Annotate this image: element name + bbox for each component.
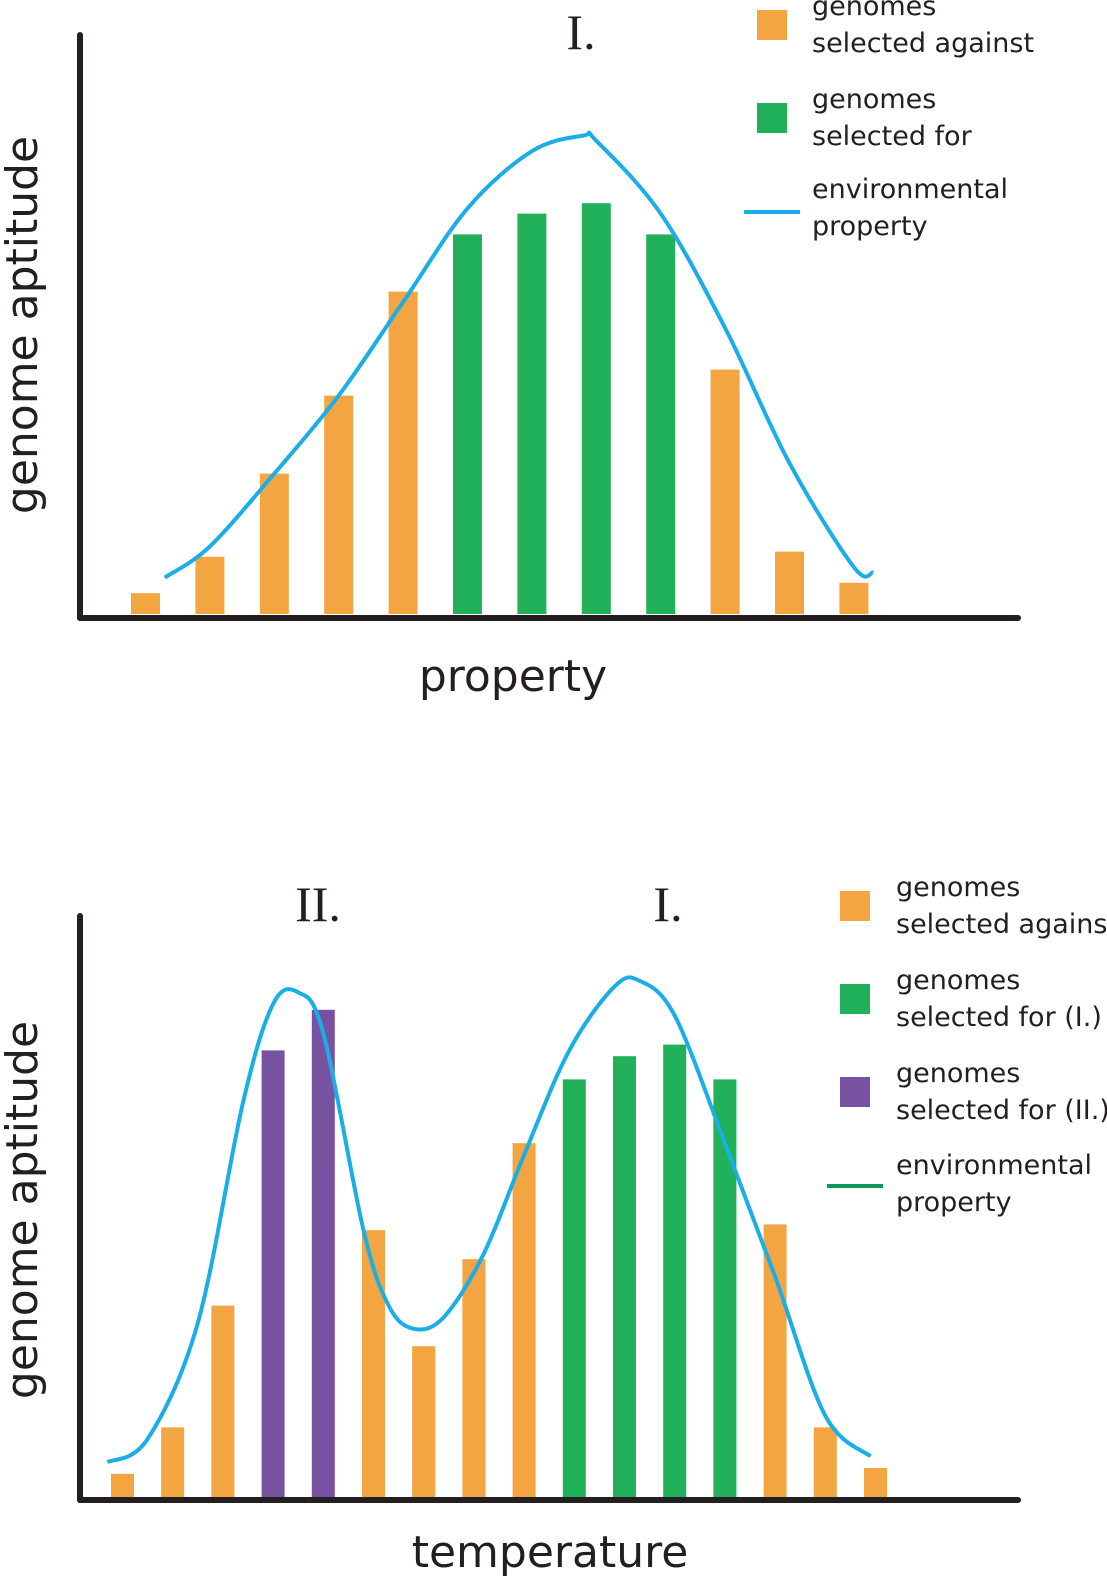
legend-swatch-selected bbox=[757, 103, 787, 133]
bar-selected-against bbox=[462, 1259, 486, 1497]
legend-label: property bbox=[812, 211, 928, 242]
bar-selected-against bbox=[763, 1224, 787, 1497]
bar-selected-against bbox=[710, 369, 740, 614]
chart-property: genome aptitude property I. genomes sele… bbox=[0, 0, 1034, 702]
legend-label: genomes bbox=[896, 965, 1020, 996]
bar-selected-against bbox=[388, 291, 418, 614]
peak-label-I: I. bbox=[566, 4, 595, 60]
bar-selected-against bbox=[864, 1468, 887, 1497]
bar-selected-for-I bbox=[613, 1056, 636, 1497]
legend-label: genomes bbox=[896, 1058, 1020, 1089]
bar-selected-for-I bbox=[663, 1044, 687, 1497]
bar-selected-against bbox=[412, 1346, 436, 1497]
x-axis-label: temperature bbox=[412, 1527, 689, 1578]
bar-selected-against bbox=[839, 582, 869, 614]
legend-label: genomes bbox=[812, 84, 936, 115]
peak-label-II: II. bbox=[295, 876, 341, 932]
bar-selected-against bbox=[211, 1305, 235, 1497]
legend: genomes selected against genomes selecte… bbox=[744, 0, 1034, 242]
legend-label: environmental bbox=[812, 174, 1008, 205]
bar-selected-for-I bbox=[581, 203, 611, 614]
bar-selected-against bbox=[813, 1427, 837, 1497]
peak-label-I: I. bbox=[653, 876, 682, 932]
legend-label: selected against bbox=[896, 909, 1107, 940]
legend-swatch-selected-I bbox=[840, 984, 870, 1014]
bar-selected-against bbox=[195, 556, 225, 614]
bar-selected-against bbox=[259, 473, 289, 614]
legend-swatch-selected-II bbox=[840, 1077, 870, 1107]
bar-selected-for-II bbox=[261, 1050, 285, 1497]
bar-selected-against bbox=[512, 1143, 536, 1497]
bar-selected-against bbox=[111, 1473, 134, 1497]
bar-selected-against bbox=[775, 551, 804, 614]
bar-selected-against bbox=[362, 1230, 385, 1497]
legend-label: selected for bbox=[812, 121, 973, 152]
bar-selected-for-I bbox=[517, 213, 547, 614]
legend: genomes selected against genomes selecte… bbox=[827, 872, 1107, 1218]
bar-selected-for-II bbox=[311, 1009, 335, 1497]
y-axis-label: genome aptitude bbox=[0, 1021, 48, 1399]
legend-swatch-against bbox=[757, 10, 787, 40]
bar-selected-against bbox=[131, 593, 160, 614]
environmental-curve bbox=[163, 130, 874, 580]
legend-label: selected for (I.) bbox=[896, 1002, 1102, 1033]
bar-selected-for-I bbox=[453, 234, 482, 614]
legend-swatch-against bbox=[840, 891, 870, 921]
x-axis-label: property bbox=[419, 651, 607, 702]
bar-selected-against bbox=[161, 1427, 185, 1497]
bar-selected-for-I bbox=[646, 234, 676, 614]
chart-temperature: genome aptitude temperature II. I. genom… bbox=[0, 872, 1107, 1578]
y-axis-label: genome aptitude bbox=[0, 136, 48, 514]
environmental-curve bbox=[106, 975, 872, 1465]
bar-selected-for-I bbox=[562, 1079, 586, 1497]
legend-label: environmental bbox=[896, 1150, 1092, 1181]
legend-label: genomes bbox=[812, 0, 936, 22]
bar-selected-for-I bbox=[713, 1079, 737, 1497]
bar-selected-against bbox=[324, 395, 354, 614]
legend-label: selected against bbox=[812, 28, 1034, 59]
legend-label: genomes bbox=[896, 872, 1020, 903]
legend-label: selected for (II.) bbox=[896, 1095, 1107, 1126]
legend-label: property bbox=[896, 1187, 1012, 1218]
